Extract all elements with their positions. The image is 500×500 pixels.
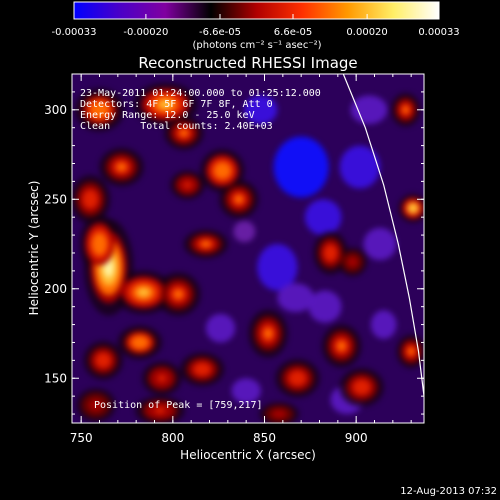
- y-tick-label: 250: [44, 192, 67, 206]
- plot-frame: [71, 73, 425, 424]
- heatmap-plot-area: [72, 74, 424, 423]
- emission-region: [409, 205, 417, 212]
- emission-region: [326, 248, 335, 258]
- y-axis: 150 200 250 300: [44, 73, 424, 415]
- peak-position-label: Position of Peak = [759,217]: [94, 400, 263, 411]
- absorption-region: [231, 378, 261, 404]
- x-tick-label: 800: [161, 431, 184, 445]
- emission-region: [264, 328, 273, 339]
- colorbar-tick-label: 0.00020: [346, 27, 387, 38]
- x-tick-label: 750: [70, 431, 93, 445]
- colorbar-tick-label: -6.6e-05: [199, 27, 241, 38]
- emission-region: [91, 401, 100, 409]
- absorption-region: [304, 199, 342, 236]
- absorption-region: [350, 95, 388, 125]
- emission-region: [137, 287, 150, 297]
- emission-region: [337, 341, 346, 351]
- emission-region: [99, 356, 108, 365]
- y-tick-label: 150: [44, 371, 67, 385]
- absorption-region: [363, 227, 397, 261]
- colorbar-units-label: (photons cm⁻² s⁻¹ asec⁻²): [192, 40, 321, 51]
- x-axis: 750 800 850 900: [70, 74, 412, 445]
- colorbar-tick-label: -0.00020: [123, 27, 168, 38]
- annotation-energy-range: Energy Range: 12.0 - 25.0 keV: [80, 110, 255, 121]
- emission-region: [154, 407, 166, 414]
- emission-region: [197, 365, 207, 373]
- absorption-region: [257, 244, 298, 291]
- annotation-clean-counts: Clean Total counts: 2.40E+03: [80, 121, 273, 132]
- annotation-detectors: Detectors: 4F 5F 6F 7F 8F, Att 0: [80, 99, 273, 110]
- emission-region: [217, 166, 227, 176]
- annotation-time-range: 23-May-2011 01:24:00.000 to 01:25:12.000: [80, 88, 321, 99]
- emission-region: [95, 238, 104, 251]
- colorbar-tick-label: 0.00033: [418, 27, 459, 38]
- y-axis-label: Heliocentric Y (arcsec): [27, 181, 41, 316]
- absorption-region: [205, 313, 236, 343]
- emission-region: [201, 241, 211, 248]
- emission-region: [292, 374, 303, 383]
- emission-region: [158, 99, 173, 109]
- absorption-region: [339, 145, 381, 189]
- absorption-region: [233, 220, 256, 243]
- x-tick-label: 900: [345, 431, 368, 445]
- y-tick-label: 200: [44, 282, 67, 296]
- emission-region: [135, 338, 145, 346]
- absorption-region: [308, 290, 342, 323]
- heatmap-image: [72, 82, 424, 423]
- emission-region: [183, 181, 192, 188]
- emission-region: [116, 163, 127, 172]
- emission-region: [402, 106, 409, 114]
- colorbar-ticks: -0.00033 -0.00020 -6.6e-05 6.6e-05 0.00020 0.…: [52, 14, 460, 38]
- absorption-region: [273, 136, 329, 198]
- emission-region: [173, 289, 183, 299]
- chart-title: Reconstructed RHESSI Image: [138, 54, 357, 72]
- colorbar: -0.00033 -0.00020 -6.6e-05 6.6e-05 0.00020 0.…: [52, 1, 460, 51]
- absorption-region: [277, 283, 314, 313]
- colorbar-tick-label: 6.6e-05: [274, 27, 312, 38]
- emission-region: [234, 195, 243, 204]
- emission-region: [408, 347, 415, 355]
- emission-region: [357, 383, 367, 392]
- absorption-region: [244, 95, 278, 125]
- generation-timestamp: 12-Aug-2013 07:32: [400, 486, 497, 497]
- emission-region: [275, 411, 284, 417]
- x-tick-label: 850: [253, 431, 276, 445]
- x-axis-label: Heliocentric X (arcsec): [180, 448, 316, 462]
- emission-region: [86, 194, 95, 205]
- emission-region: [349, 258, 356, 265]
- absorption-region: [370, 310, 397, 339]
- emission-region: [94, 105, 105, 115]
- y-tick-label: 300: [44, 103, 67, 117]
- emission-region: [179, 129, 188, 137]
- colorbar-tick-label: -0.00033: [52, 27, 97, 38]
- solar-limb: [342, 74, 424, 397]
- colorbar-gradient: [73, 1, 440, 20]
- emission-region: [157, 374, 166, 382]
- observation-annotations: 23-May-2011 01:24:00.000 to 01:25:12.000…: [80, 88, 321, 132]
